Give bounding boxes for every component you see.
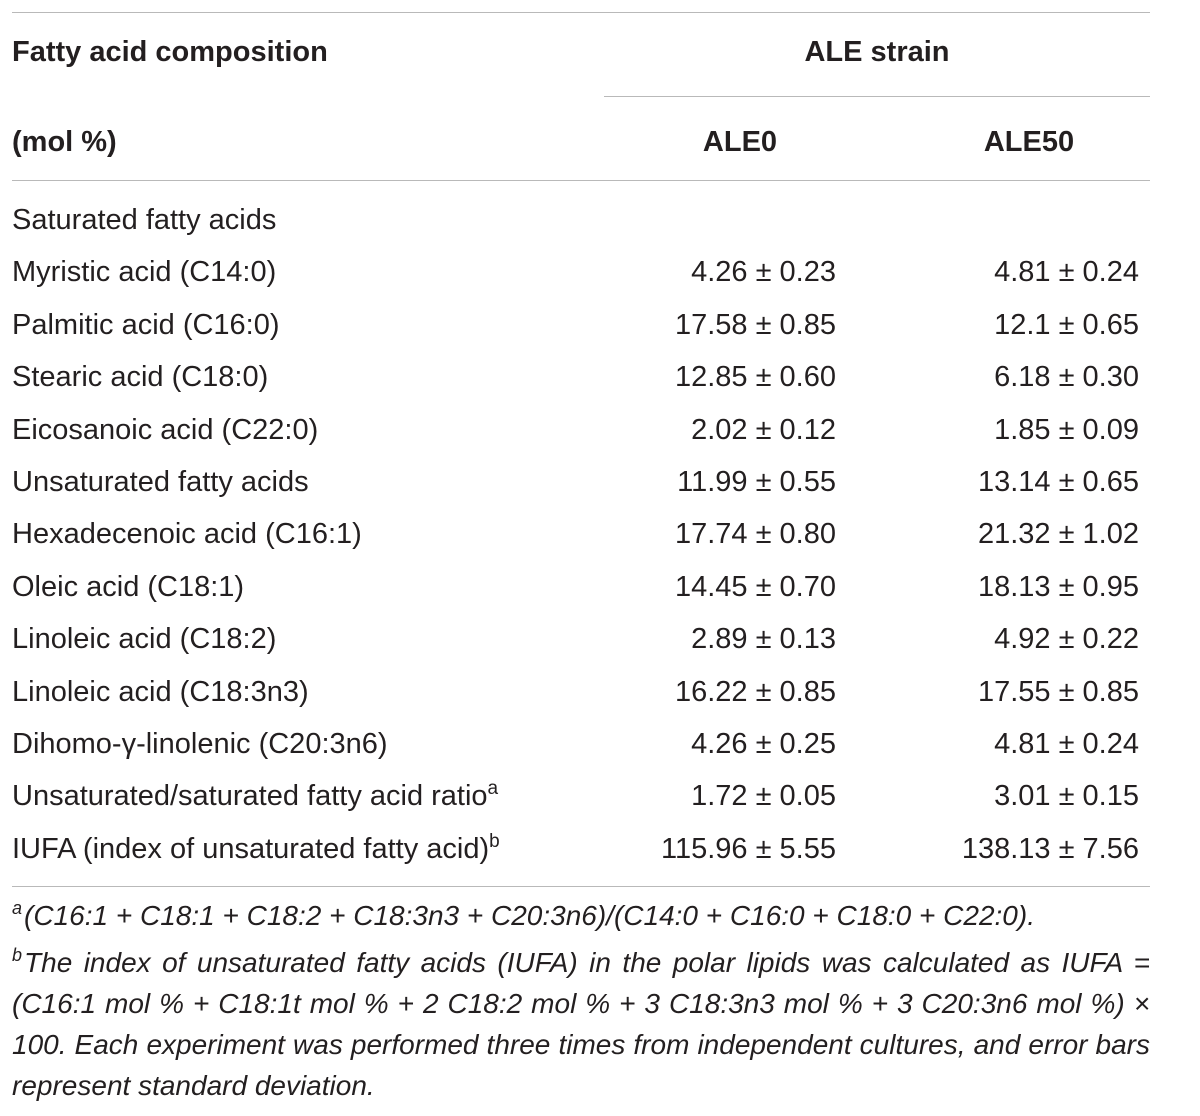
footnote-marker: a [487,778,499,800]
footnote-marker: b [489,830,500,852]
row-label-text: IUFA (index of unsaturated fatty acid) [12,832,490,865]
cell-ale50: 21.32 ± 1.02 [977,518,1139,551]
row-label: Oleic acid (C18:1) [12,561,244,613]
footnote-a-text: (C16:1 + C18:1 + C18:2 + C18:3n3 + C20:3… [24,900,1035,931]
cell-ale0: 4.26 ± 0.23 [691,256,836,289]
footnote-b-text: The index of unsaturated fatty acids (IU… [12,947,1150,1101]
cell-ale0: 11.99 ± 0.55 [677,466,836,498]
row-label: Eicosanoic acid (C22:0) [12,404,318,456]
row-label: Hexadecenoic acid (C16:1) [12,508,362,560]
table-row: Linoleic acid (C18:3n3) 16.22 ± 0.85 17.55… [0,666,1200,718]
row-label-text: Dihomo-γ-linolenic (C20:3n6) [12,728,388,760]
cell-ale50: 13.14 ± 0.65 [977,466,1139,498]
cell-ale0: 17.74 ± 0.80 [674,518,836,551]
footnote-b: bThe index of unsaturated fatty acids (I… [12,942,1150,1106]
row-label-text: Linoleic acid (C18:2) [12,623,277,656]
cell-ale50: 17.55 ± 0.85 [977,675,1139,708]
cell-ale50: 6.18 ± 0.30 [994,361,1139,394]
cell-ale50: 3.01 ± 0.15 [994,780,1139,813]
table-row: Unsaturated/saturated fatty acid ratioa 1… [0,770,1200,822]
column-header-ale0: ALE0 [702,126,778,158]
cell-ale0: 115.96 ± 5.55 [660,832,836,865]
table-row: Hexadecenoic acid (C16:1) 17.74 ± 0.80 21.… [0,508,1200,560]
table-row: Palmitic acid (C16:0) 17.58 ± 0.85 12.1 ± … [0,299,1200,351]
table-row: Linoleic acid (C18:2) 2.89 ± 0.13 4.92 ± 0… [0,613,1200,665]
cell-ale0: 2.02 ± 0.12 [691,413,836,446]
row-label-text: Unsaturated fatty acids [12,466,309,498]
table-row: Myristic acid (C14:0) 4.26 ± 0.23 4.81 ± 0… [0,246,1200,298]
row-label: Palmitic acid (C16:0) [12,299,280,351]
row-label: Unsaturated/saturated fatty acid ratioa [12,770,498,822]
row-label-text: Unsaturated/saturated fatty acid ratio [12,780,488,813]
cell-ale0: 1.72 ± 0.05 [691,780,836,813]
footnote-a-mark: a [12,898,23,918]
row-label: Dihomo-γ-linolenic (C20:3n6) [12,718,388,770]
row-label-text: Linoleic acid (C18:3n3) [12,675,309,708]
cell-ale0: 16.22 ± 0.85 [674,675,836,708]
column-header-composition: Fatty acid composition [12,36,328,68]
cell-ale0: 12.85 ± 0.60 [674,361,836,394]
table-row: Unsaturated fatty acids 11.99 ± 0.55 13.14… [0,456,1200,508]
row-label-text: Stearic acid (C18:0) [12,361,269,394]
cell-ale0: 4.26 ± 0.25 [691,728,836,760]
column-header-unit: (mol %) [12,126,117,158]
table-row: Eicosanoic acid (C22:0) 2.02 ± 0.12 1.85 ±… [0,404,1200,456]
row-label: IUFA (index of unsaturated fatty acid)b [12,823,500,875]
group-header-rule [604,96,1150,97]
table-row: Saturated fatty acids [0,194,1200,246]
row-label: Myristic acid (C14:0) [12,246,276,298]
cell-ale50: 4.81 ± 0.24 [994,728,1139,760]
top-rule [12,12,1150,13]
cell-ale50: 18.13 ± 0.95 [977,570,1139,603]
cell-ale50: 1.85 ± 0.09 [994,413,1139,446]
cell-ale50: 12.1 ± 0.65 [994,308,1139,341]
column-group-header: ALE strain [804,36,950,68]
cell-ale50: 4.92 ± 0.22 [994,623,1139,656]
cell-ale0: 14.45 ± 0.70 [674,570,836,603]
row-label-text: Palmitic acid (C16:0) [12,308,280,341]
column-header-ale50: ALE50 [983,126,1075,158]
table-row: Stearic acid (C18:0) 12.85 ± 0.60 6.18 ± 0… [0,351,1200,403]
table-row: Oleic acid (C18:1) 14.45 ± 0.70 18.13 ± 0.… [0,561,1200,613]
cell-ale0: 17.58 ± 0.85 [674,308,836,341]
row-label: Saturated fatty acids [12,194,276,246]
row-label-text: Myristic acid (C14:0) [12,256,277,289]
cell-ale50: 138.13 ± 7.56 [961,832,1139,865]
table-bottom-rule [12,886,1150,887]
row-label-text: Saturated fatty acids [12,204,277,236]
cell-ale0: 2.89 ± 0.13 [691,623,836,656]
row-label-text: Eicosanoic acid (C22:0) [12,413,319,446]
header-bottom-rule [12,180,1150,181]
cell-ale50: 4.81 ± 0.24 [994,256,1139,289]
table-row: Dihomo-γ-linolenic (C20:3n6) 4.26 ± 0.25 4… [0,718,1200,770]
row-label-text: Oleic acid (C18:1) [12,570,245,603]
row-label-text: Hexadecenoic acid (C16:1) [12,518,362,551]
row-label: Stearic acid (C18:0) [12,351,268,403]
row-label: Linoleic acid (C18:2) [12,613,276,665]
row-label: Unsaturated fatty acids [12,456,309,508]
table-row: IUFA (index of unsaturated fatty acid)b 1… [0,823,1200,875]
footnote-a: a(C16:1 + C18:1 + C18:2 + C18:3n3 + C20:… [12,895,1150,936]
row-label: Linoleic acid (C18:3n3) [12,666,309,718]
footnote-b-mark: b [12,945,23,965]
